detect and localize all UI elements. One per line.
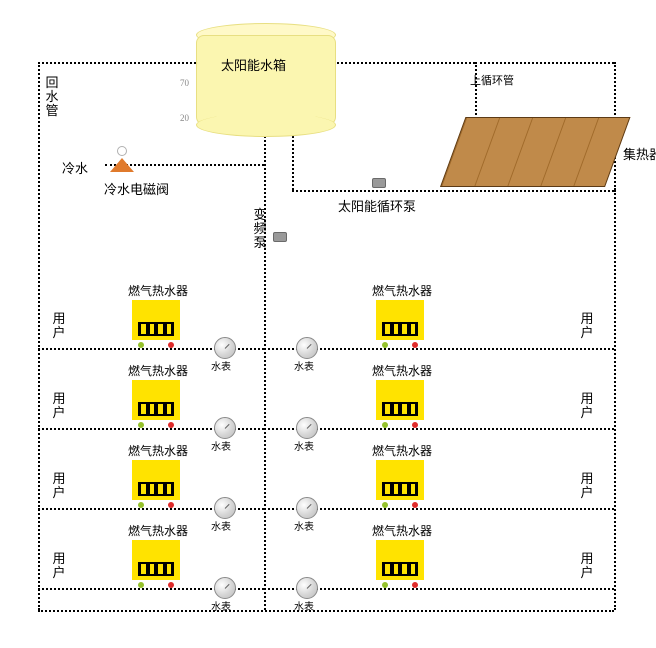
- gas-heater-label: 燃气热水器: [128, 522, 188, 539]
- pipe: [38, 62, 40, 610]
- solar-tank-base: [196, 113, 336, 137]
- valve-ball-icon: [117, 146, 127, 156]
- water-meter-icon: [296, 337, 318, 359]
- heater-foot: [138, 502, 144, 508]
- water-meter-icon: [214, 337, 236, 359]
- tank-label: 太阳能水箱: [221, 55, 286, 74]
- solar-collector: [440, 117, 630, 187]
- meter-label: 水表: [211, 518, 231, 533]
- user-label: 用户: [52, 312, 66, 340]
- cold-valve-label: 冷水电磁阀: [104, 179, 169, 198]
- water-meter-icon: [214, 417, 236, 439]
- solar-pump-icon: [372, 178, 386, 188]
- vfd-pump-label: 变频泵: [253, 208, 267, 250]
- solar-tank: [196, 35, 336, 125]
- meter-label: 水表: [211, 358, 231, 373]
- diagram-canvas: 太阳能水箱 20 70 集热器 回水管 上循环管冷水冷水电磁阀太阳能循环泵变频泵燃气热水器…: [0, 0, 656, 648]
- pipe: [38, 610, 614, 612]
- heater-grille: [138, 562, 174, 576]
- gas-heater-label: 燃气热水器: [372, 362, 432, 379]
- heater-foot: [168, 582, 174, 588]
- heater-grille: [382, 562, 418, 576]
- heater-grille: [382, 402, 418, 416]
- gas-heater-label: 燃气热水器: [372, 522, 432, 539]
- cold-valve-icon: [110, 158, 134, 172]
- heater-grille: [138, 322, 174, 336]
- meter-label: 水表: [294, 438, 314, 453]
- pipe: [614, 190, 616, 610]
- gas-heater-label: 燃气热水器: [372, 442, 432, 459]
- water-meter-icon: [296, 577, 318, 599]
- meter-label: 水表: [211, 438, 231, 453]
- heater-foot: [138, 582, 144, 588]
- pipe: [475, 62, 614, 64]
- heater-foot: [168, 502, 174, 508]
- meter-label: 水表: [211, 598, 231, 613]
- solar-pump-label: 太阳能循环泵: [338, 196, 416, 215]
- heater-foot: [168, 342, 174, 348]
- heater-foot: [382, 582, 388, 588]
- water-meter-icon: [296, 497, 318, 519]
- pipe: [292, 190, 614, 192]
- water-meter-icon: [214, 497, 236, 519]
- heater-foot: [412, 582, 418, 588]
- user-label: 用户: [52, 392, 66, 420]
- user-label: 用户: [580, 472, 594, 500]
- heater-foot: [382, 502, 388, 508]
- heater-foot: [138, 422, 144, 428]
- cold-water-label: 冷水: [62, 158, 88, 177]
- gas-heater-label: 燃气热水器: [128, 442, 188, 459]
- heater-foot: [382, 342, 388, 348]
- heater-grille: [382, 322, 418, 336]
- user-label: 用户: [580, 312, 594, 340]
- heater-foot: [412, 502, 418, 508]
- pipe: [38, 62, 196, 64]
- vfd-pump-icon: [273, 232, 287, 242]
- return-pipe-label: 回水管: [45, 76, 59, 118]
- heater-foot: [138, 342, 144, 348]
- heater-grille: [382, 482, 418, 496]
- gas-heater-label: 燃气热水器: [372, 282, 432, 299]
- user-label: 用户: [52, 552, 66, 580]
- user-label: 用户: [580, 392, 594, 420]
- gas-heater-label: 燃气热水器: [128, 362, 188, 379]
- meter-label: 水表: [294, 518, 314, 533]
- meter-label: 水表: [294, 358, 314, 373]
- water-meter-icon: [296, 417, 318, 439]
- tank-tick: 70: [180, 78, 189, 88]
- pipe: [475, 62, 477, 115]
- user-label: 用户: [52, 472, 66, 500]
- collector-label: 集热器: [623, 144, 656, 163]
- gas-heater-label: 燃气热水器: [128, 282, 188, 299]
- tank-tick: 20: [180, 113, 189, 123]
- heater-grille: [138, 482, 174, 496]
- heater-foot: [168, 422, 174, 428]
- heater-foot: [412, 342, 418, 348]
- pipe: [292, 128, 294, 190]
- heater-foot: [382, 422, 388, 428]
- heater-grille: [138, 402, 174, 416]
- pipe: [264, 125, 266, 610]
- meter-label: 水表: [294, 598, 314, 613]
- user-label: 用户: [580, 552, 594, 580]
- upper-loop-label: 上循环管: [470, 72, 514, 88]
- heater-foot: [412, 422, 418, 428]
- water-meter-icon: [214, 577, 236, 599]
